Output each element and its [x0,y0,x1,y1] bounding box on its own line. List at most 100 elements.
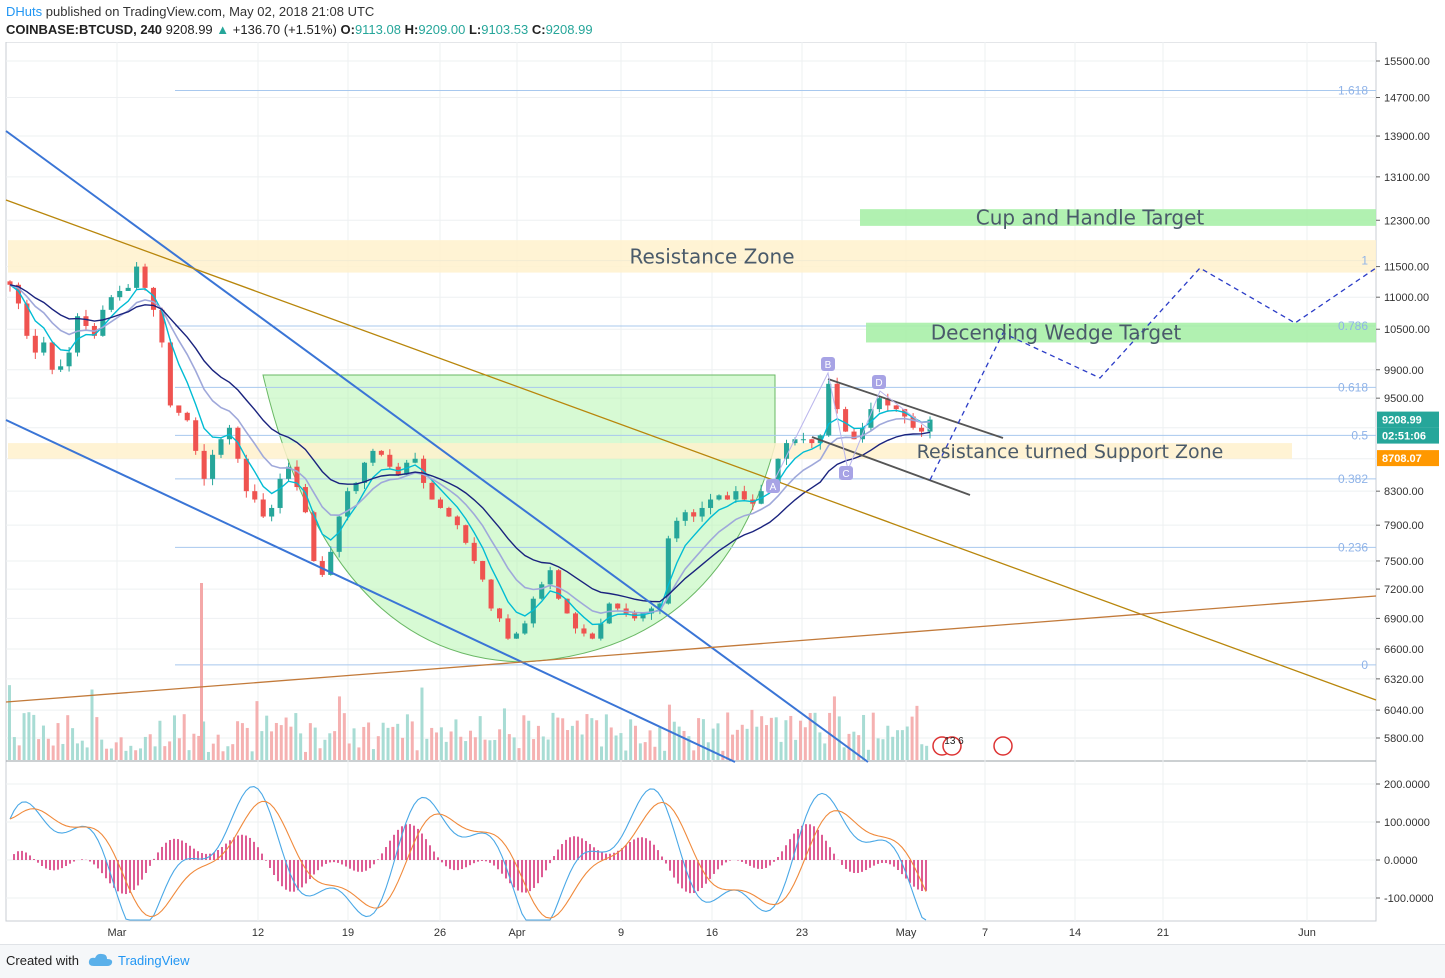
candle-body [691,512,697,517]
volume-bar [614,735,618,760]
candle-body [24,303,30,336]
volume-bar [886,725,890,760]
candle-body [269,507,275,517]
footer: Created with TradingView [0,944,1445,978]
candle-body [741,491,747,500]
volume-bar [532,739,536,760]
volume-bar [27,712,31,760]
volume-bar [692,750,696,760]
candle-body [294,466,300,488]
volume-bar [304,751,308,760]
volume-bar [401,737,405,760]
volume-bar [56,723,60,760]
ma-long-line [9,284,931,603]
candle-body [184,412,190,421]
volume-bar [32,714,36,760]
candle-body [598,623,604,639]
candle-body [412,458,418,463]
volume-bar [265,715,269,760]
volume-bar [488,740,492,760]
volume-bar [250,751,254,760]
open-label: O: [340,22,355,37]
volume-bar [386,727,390,760]
zone-label: Resistance turned Support Zone [917,441,1224,463]
osc-macd-line [9,786,927,921]
volume-bar [910,716,914,760]
candle-body [378,450,384,455]
pattern-point-badge [766,479,780,493]
zones [8,90,1376,666]
symbol: COINBASE:BTCUSD, 240 [6,22,163,37]
candle-body [454,516,460,526]
volume-bar [51,745,55,760]
volume-bar [828,712,832,760]
candle-body [716,495,722,500]
volume-bar [653,746,657,760]
volume-bar [735,729,739,760]
volume-bar [449,731,453,760]
volume-bar [347,743,351,760]
volume-bar [522,715,526,760]
candle-body [927,419,933,432]
header: DHuts published on TradingView.com, May … [0,0,1445,42]
candle-body [286,466,292,479]
author-name[interactable]: DHuts [6,4,43,19]
channel-upper-line [5,130,869,763]
price-tag: 9208.99 [1382,415,1422,427]
candle-body [302,487,308,513]
flag-icon [942,736,962,756]
price-tick-label: 15500.00 [1384,56,1430,68]
time-tick-label: 7 [982,927,988,939]
price-tick-label: 11500.00 [1384,262,1429,274]
volume-bars [8,583,929,760]
candle-body [497,608,503,619]
price-tick-label: 6900.00 [1384,613,1424,625]
time-tick-label: 23 [796,927,808,939]
candle-body [117,290,123,298]
volume-bar [556,717,560,760]
volume-bar [105,748,109,760]
osc-signal-line [9,800,927,919]
candle-body [159,309,165,343]
volume-bar [197,735,201,760]
up-arrow-icon: ▲ [216,22,230,37]
candle-body [252,491,258,500]
volume-bar [779,741,783,760]
volume-bar [318,748,322,760]
volume-bar [687,736,691,760]
volume-bar [435,732,439,760]
volume-bar [405,714,409,760]
volume-bar [294,713,298,760]
price-tag-bg [1377,411,1439,428]
volume-bar [900,730,904,760]
time-tick-label: 16 [706,927,718,939]
price-tick-label: 6040.00 [1384,705,1424,717]
volume-bar [566,730,570,760]
candle-body [606,603,612,624]
volume-bar [391,726,395,760]
volume-bar [362,726,366,760]
candle-body [800,439,806,441]
candle-body [885,398,891,406]
volume-bar [206,751,210,760]
pattern-point-badge [872,375,886,389]
volume-bar [177,738,181,760]
volume-bar [832,696,836,760]
high-label: H: [404,22,419,37]
candle-body [834,383,840,410]
volume-bar [643,742,647,760]
candle-body [910,416,916,428]
candle-body [336,516,342,552]
drawings [5,130,1377,763]
candle-body [108,297,114,310]
osc-tick-label: 200.0000 [1384,779,1430,791]
pattern-point-label: A [770,482,777,493]
candle-body [7,281,13,285]
tradingview-link[interactable]: TradingView [118,953,190,968]
volume-bar [168,741,172,760]
open-value: 9113.08 [354,22,401,37]
volume-bar [80,740,84,760]
candle-body [125,287,131,291]
volume-bar [454,719,458,760]
